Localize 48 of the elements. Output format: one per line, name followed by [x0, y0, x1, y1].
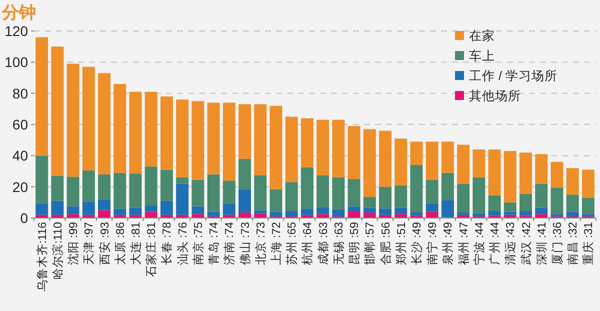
y-tick-label: 60	[12, 116, 28, 132]
x-tick-label: 宁波 :44	[472, 221, 486, 266]
x-tick-label: 清远 :43	[504, 222, 518, 266]
y-tick-label: 100	[4, 54, 28, 70]
x-tick-label: 合肥 :56	[379, 222, 392, 266]
x-tick-label: 福州 :47	[457, 222, 470, 266]
legend-label: 工作 / 学习场所	[469, 69, 558, 83]
y-tick-label: 20	[12, 178, 28, 195]
legend-label: 在家	[469, 28, 495, 43]
x-tick-label: 昆明 :59	[348, 222, 362, 266]
x-tick-label: 西安 :93	[97, 222, 112, 266]
x-tick-label: 苏州 :65	[286, 222, 299, 266]
y-axis-title: 分钟	[1, 3, 36, 22]
x-tick-label: 沈阳 :99	[67, 222, 80, 266]
x-tick-label: 长沙 :49	[410, 222, 424, 266]
x-tick-label: 太原 :86	[114, 222, 127, 266]
legend-label: 车上	[469, 49, 495, 63]
x-tick-label: 青岛 :74	[208, 221, 221, 266]
x-tick-label: 深圳 :41	[535, 222, 548, 266]
legend-label: 其他场所	[469, 89, 521, 103]
y-tick-label: 120	[4, 23, 28, 39]
y-tick-label: 80	[12, 85, 28, 102]
y-tick-label: 40	[12, 148, 28, 164]
x-tick-label: 北京 :73	[253, 222, 268, 266]
x-tick-label: 上海 :72	[270, 222, 283, 266]
x-tick-label: 哈尔滨:110	[50, 222, 64, 280]
x-tick-label: 石家庄 :81	[144, 222, 158, 278]
y-tick-label: 0	[20, 210, 28, 226]
x-tick-label: 邯郸 :57	[362, 222, 377, 266]
x-tick-label: 厦门 :36	[550, 222, 564, 266]
x-tick-label: 天津 :97	[82, 222, 96, 266]
x-tick-label: 成都 :63	[316, 222, 330, 266]
x-tick-label: 佛山 :73	[238, 222, 252, 266]
x-tick-label: 泉州 :49	[442, 222, 455, 266]
x-tick-label: 大连 :81	[129, 222, 142, 266]
x-tick-label: 乌鲁木齐:116	[34, 222, 49, 292]
x-tick-label: 郑州 :51	[394, 222, 408, 266]
x-tick-label: 南昌 :32	[566, 222, 580, 266]
x-tick-label: 广州 :44	[488, 221, 502, 266]
x-tick-label: 济南 :74	[222, 221, 236, 266]
x-tick-label: 长春 :78	[160, 222, 174, 266]
x-tick-label: 南京 :75	[190, 222, 205, 266]
x-tick-label: 汕头 :76	[176, 222, 190, 266]
x-tick-label: 杭州 :64	[300, 221, 314, 266]
x-tick-label: 武汉 :42	[520, 222, 533, 266]
x-tick-label: 无锡 :63	[332, 222, 346, 266]
x-tick-label: 南宁 :49	[425, 222, 440, 266]
x-tick-label: 重庆 :31	[581, 222, 596, 266]
